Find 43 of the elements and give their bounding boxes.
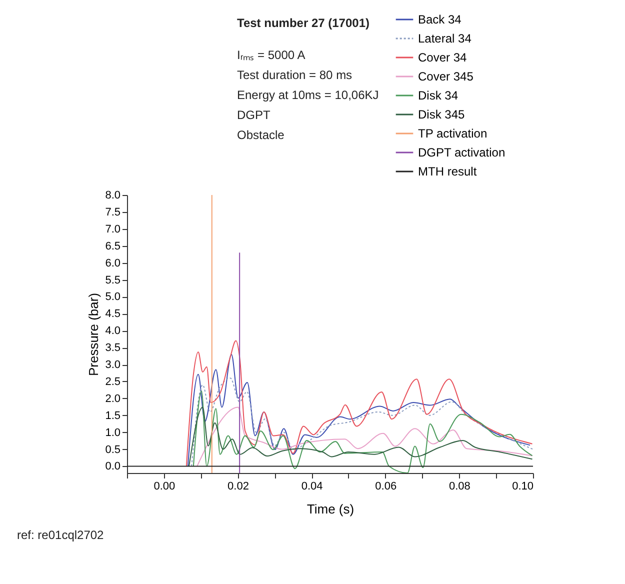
y-tick-label: 3.0 (105, 359, 120, 372)
legend-label: Cover 34 (418, 50, 468, 64)
legend-label: Disk 34 (418, 88, 458, 102)
y-tick-label: 4.0 (105, 325, 120, 338)
y-axis-title: Pressure (bar) (86, 292, 102, 376)
y-tick-label: 8.0 (105, 190, 120, 202)
text: Obstacle (237, 128, 285, 142)
legend-label: Lateral 34 (418, 32, 472, 46)
line-series (192, 390, 533, 473)
text: Iᵣₘₛ = 5000 A (237, 48, 306, 62)
text: Energy at 10ms = 10,06KJ (237, 88, 379, 102)
x-tick-label: 0.00 (154, 480, 176, 492)
legend-label: Back 34 (418, 12, 462, 26)
y-tick-label: 2.5 (105, 376, 120, 388)
line-series (191, 378, 533, 467)
chart-title: Test number 27 (17001) (237, 16, 370, 30)
legend-label: Disk 345 (418, 108, 466, 122)
y-tick-label: 1.0 (105, 426, 120, 439)
y-tick-label: 2.0 (105, 392, 120, 405)
y-tick-label: 5.0 (105, 291, 120, 304)
y-tick-label: 6.0 (105, 257, 120, 270)
x-tick-label: 0.06 (375, 480, 397, 492)
y-tick-label: 5.5 (105, 274, 120, 286)
y-tick-label: 0.5 (105, 444, 120, 456)
y-tick-label: 1.5 (105, 410, 120, 422)
y-tick-label: 6.5 (105, 240, 120, 252)
x-tick-label: 0.08 (448, 480, 470, 492)
y-tick-label: 0.0 (105, 460, 120, 473)
legend-label: TP activation (418, 126, 488, 140)
legend-label: MTH result (418, 164, 478, 178)
x-tick-label: 0.02 (228, 480, 249, 492)
legend-label: Cover 345 (418, 70, 474, 84)
y-tick-label: 7.0 (105, 223, 120, 236)
x-axis-title: Time (s) (306, 502, 354, 516)
text: ref: re01cql2702 (17, 528, 104, 542)
x-tick-label: 0.04 (301, 480, 323, 492)
y-tick-label: 4.5 (105, 308, 120, 320)
y-tick-label: 7.5 (105, 206, 120, 218)
legend-label: DGPT activation (418, 146, 506, 160)
text: DGPT (237, 108, 272, 122)
x-tick-label: 0.10 (512, 480, 534, 492)
y-tick-label: 3.5 (105, 342, 120, 354)
text: Test duration = 80 ms (237, 68, 352, 82)
